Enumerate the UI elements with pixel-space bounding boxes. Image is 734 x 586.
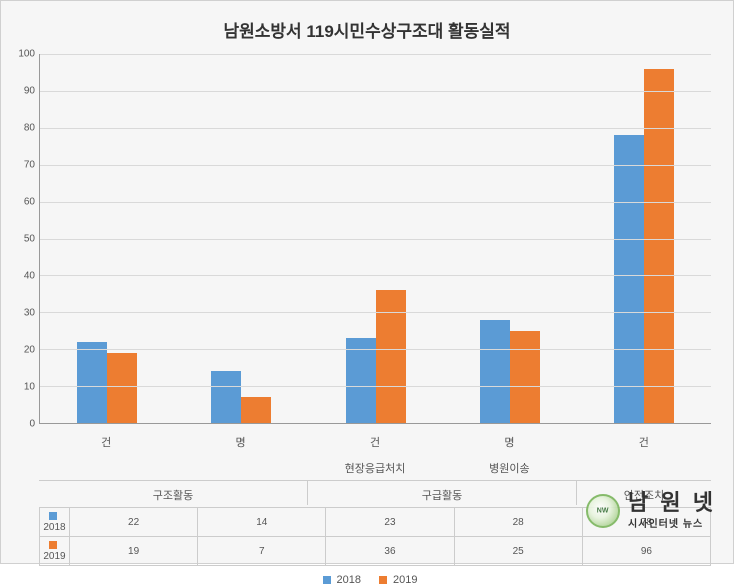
bar — [241, 397, 271, 423]
y-tick: 60 — [24, 197, 35, 208]
category-label: 안전조치 — [577, 481, 711, 505]
table-cell: 78 — [582, 508, 710, 537]
sub-label — [39, 460, 173, 476]
bar — [107, 353, 137, 423]
plot-wrap: 0102030405060708090100 — [39, 54, 711, 424]
gridline — [40, 128, 711, 129]
sub-label: 병원이송 — [442, 460, 576, 476]
sub-label: 현장응급처치 — [308, 460, 442, 476]
gridline — [40, 54, 711, 55]
y-tick: 0 — [29, 419, 35, 430]
table-cell: 96 — [582, 537, 710, 566]
y-tick: 80 — [24, 123, 35, 134]
bar — [376, 290, 406, 423]
sub-label: 명 — [442, 434, 576, 450]
y-tick: 20 — [24, 345, 35, 356]
category-row: 구조활동구급활동안전조치 — [39, 480, 711, 505]
table-cell: 23 — [326, 508, 454, 537]
table-header-cell: 2019 — [40, 537, 70, 566]
y-tick: 50 — [24, 234, 35, 245]
gridline — [40, 91, 711, 92]
gridline — [40, 165, 711, 166]
bar — [510, 331, 540, 423]
legend-swatch-icon — [379, 576, 387, 584]
table-header-cell: 2018 — [40, 508, 70, 537]
y-tick: 70 — [24, 160, 35, 171]
table-cell: 19 — [70, 537, 198, 566]
chart-title: 남원소방서 119시민수상구조대 활동실적 — [9, 17, 725, 42]
legend: 2018 2019 — [9, 574, 725, 586]
y-tick: 90 — [24, 86, 35, 97]
bar — [77, 342, 107, 423]
sub-labels-row1: 건명건명건 — [39, 434, 711, 450]
y-tick: 40 — [24, 271, 35, 282]
table-cell: 7 — [198, 537, 326, 566]
sub-label — [577, 460, 711, 476]
sub-label: 건 — [577, 434, 711, 450]
y-tick: 10 — [24, 382, 35, 393]
legend-item: 2018 — [317, 574, 361, 586]
gridline — [40, 312, 711, 313]
gridline — [40, 386, 711, 387]
chart-container: 남원소방서 119시민수상구조대 활동실적 010203040506070809… — [0, 0, 734, 564]
bar — [480, 320, 510, 423]
y-tick: 30 — [24, 308, 35, 319]
bar — [346, 338, 376, 423]
gridline — [40, 275, 711, 276]
table-cell: 28 — [454, 508, 582, 537]
bar — [211, 371, 241, 423]
bar — [644, 69, 674, 423]
x-axis: 건명건명건 현장응급처치병원이송 구조활동구급활동안전조치 2018221423… — [39, 434, 711, 566]
legend-swatch-icon — [49, 512, 57, 520]
plot-area — [39, 54, 711, 424]
table-cell: 22 — [70, 508, 198, 537]
gridline — [40, 202, 711, 203]
legend-swatch-icon — [49, 541, 57, 549]
y-axis: 0102030405060708090100 — [11, 54, 39, 424]
table-row: 20182214232878 — [40, 508, 711, 537]
sub-label — [173, 460, 307, 476]
sub-label: 건 — [308, 434, 442, 450]
table-row: 2019197362596 — [40, 537, 711, 566]
category-label: 구급활동 — [308, 481, 577, 505]
legend-item: 2019 — [373, 574, 417, 586]
sub-label: 명 — [173, 434, 307, 450]
bar — [614, 135, 644, 423]
sub-label: 건 — [39, 434, 173, 450]
y-tick: 100 — [18, 49, 35, 60]
legend-swatch-icon — [323, 576, 331, 584]
table-cell: 14 — [198, 508, 326, 537]
category-label: 구조활동 — [39, 481, 308, 505]
gridline — [40, 239, 711, 240]
table-cell: 25 — [454, 537, 582, 566]
sub-labels-row2: 현장응급처치병원이송 — [39, 460, 711, 476]
data-table: 201822142328782019197362596 — [39, 507, 711, 566]
gridline — [40, 349, 711, 350]
table-cell: 36 — [326, 537, 454, 566]
